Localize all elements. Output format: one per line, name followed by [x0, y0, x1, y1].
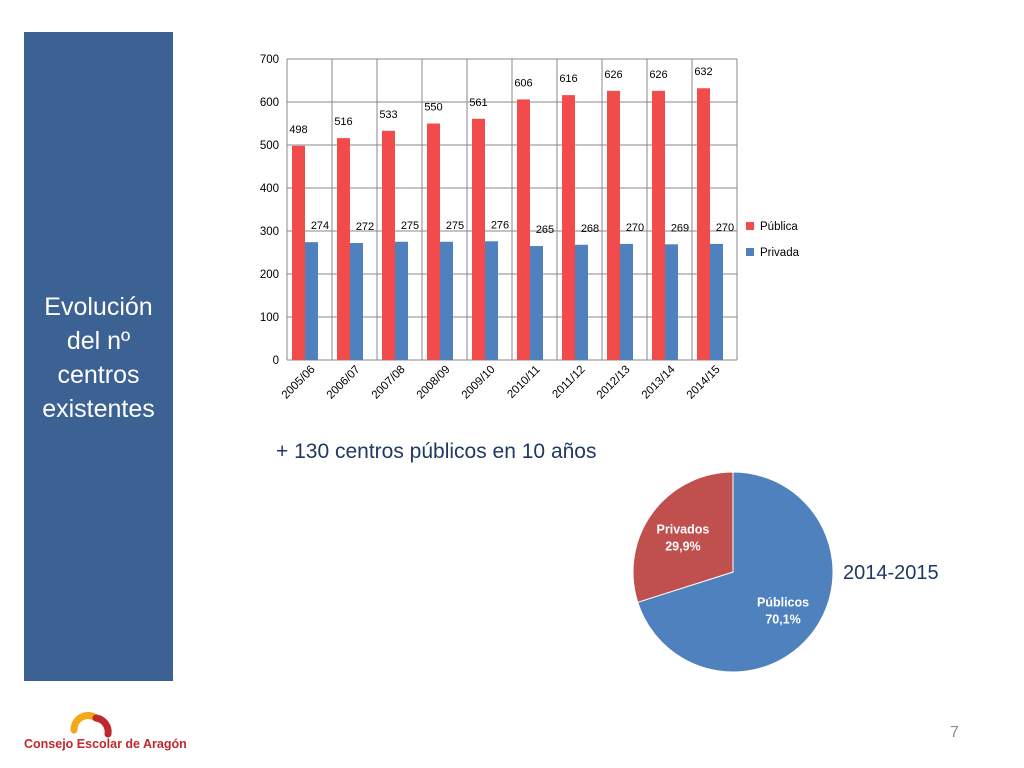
pie-slice-value: 29,9% — [665, 539, 700, 553]
data-label: 616 — [559, 73, 577, 85]
data-label: 561 — [469, 97, 487, 109]
y-tick-label: 0 — [273, 355, 279, 367]
bar-privada — [620, 243, 633, 360]
pie-slice-label: Privados — [657, 522, 710, 536]
legend-swatch — [746, 248, 754, 256]
bar-privada — [575, 244, 588, 360]
bar-privada — [665, 244, 678, 360]
y-tick-label: 400 — [260, 183, 279, 195]
x-tick-label: 2014/15 — [685, 364, 723, 402]
bar-privada — [305, 242, 318, 360]
pie-slice — [632, 471, 734, 603]
legend-label: Pública — [760, 221, 798, 233]
bar-publica — [652, 90, 665, 360]
x-tick-label: 2008/09 — [415, 364, 453, 402]
x-tick-label: 2012/13 — [595, 364, 633, 402]
y-tick-label: 500 — [260, 140, 279, 152]
y-tick-label: 200 — [260, 269, 279, 281]
bar-publica — [607, 90, 620, 360]
bar-publica — [292, 145, 305, 360]
logo — [70, 712, 112, 738]
pie-slice-value: 70,1% — [765, 613, 800, 627]
data-label: 268 — [581, 223, 599, 235]
x-tick-label: 2010/11 — [505, 364, 542, 401]
slide-title-line: Evolución — [44, 293, 153, 321]
data-label: 498 — [289, 124, 307, 136]
data-label: 533 — [379, 109, 397, 121]
x-tick-label: 2011/12 — [550, 364, 587, 401]
legend-swatch — [746, 222, 754, 230]
bar-chart: 0 100 200 300 400 500 600 700 498 274 2005/06 516 27… — [260, 54, 800, 402]
data-label: 270 — [626, 222, 644, 234]
slide-title: Evolución del nº centros existentes — [24, 290, 173, 426]
legend-label: Privada — [760, 247, 800, 259]
data-label: 275 — [401, 220, 419, 232]
bar-publica — [427, 123, 440, 360]
x-tick-label: 2006/07 — [325, 364, 363, 402]
slide-title-line: existentes — [42, 395, 155, 423]
title-panel — [24, 32, 173, 681]
bar-privada — [350, 243, 363, 360]
data-label: 270 — [716, 222, 734, 234]
pie-slice — [637, 471, 834, 673]
slide-title-line: del nº — [66, 327, 131, 355]
bar-publica — [562, 95, 575, 360]
page-number: 7 — [950, 724, 959, 741]
y-tick-label: 600 — [260, 97, 279, 109]
y-tick-label: 100 — [260, 312, 279, 324]
x-tick-label: 2013/14 — [640, 363, 678, 401]
data-label: 626 — [649, 69, 667, 81]
x-tick-label: 2009/10 — [460, 364, 498, 402]
bar-privada — [485, 241, 498, 360]
pie-year-label: 2014-2015 — [843, 562, 939, 584]
data-label: 626 — [604, 69, 622, 81]
bar-publica — [697, 88, 710, 361]
bar-publica — [517, 99, 530, 361]
logo-mark-icon — [70, 712, 112, 738]
bar-publica — [337, 138, 350, 360]
x-tick-label: 2007/08 — [370, 364, 408, 402]
data-label: 269 — [671, 222, 689, 234]
data-label: 516 — [334, 116, 352, 128]
bar-privada — [440, 241, 453, 360]
logo-text: Consejo Escolar de Aragón — [24, 737, 187, 751]
chart-subtitle: + 130 centros públicos en 10 años — [276, 440, 597, 463]
data-label: 274 — [311, 220, 329, 232]
data-label: 632 — [694, 66, 712, 78]
bar-privada — [530, 246, 543, 360]
y-tick-label: 700 — [260, 54, 279, 66]
y-tick-label: 300 — [260, 226, 279, 238]
x-tick-label: 2005/06 — [280, 364, 318, 402]
data-label: 272 — [356, 221, 374, 233]
slide-title-line: centros — [57, 361, 140, 389]
pie-slice-label: Públicos — [757, 596, 809, 610]
data-label: 275 — [446, 220, 464, 232]
bar-publica — [472, 118, 485, 361]
data-label: 265 — [536, 224, 554, 236]
bar-privada — [710, 243, 723, 360]
bar-privada — [395, 241, 408, 360]
data-label: 550 — [424, 102, 442, 114]
bar-publica — [382, 130, 395, 360]
pie-chart: Públicos 70,1% Privados 29,9% — [632, 471, 834, 673]
data-label: 276 — [491, 219, 509, 231]
data-label: 606 — [514, 77, 532, 89]
